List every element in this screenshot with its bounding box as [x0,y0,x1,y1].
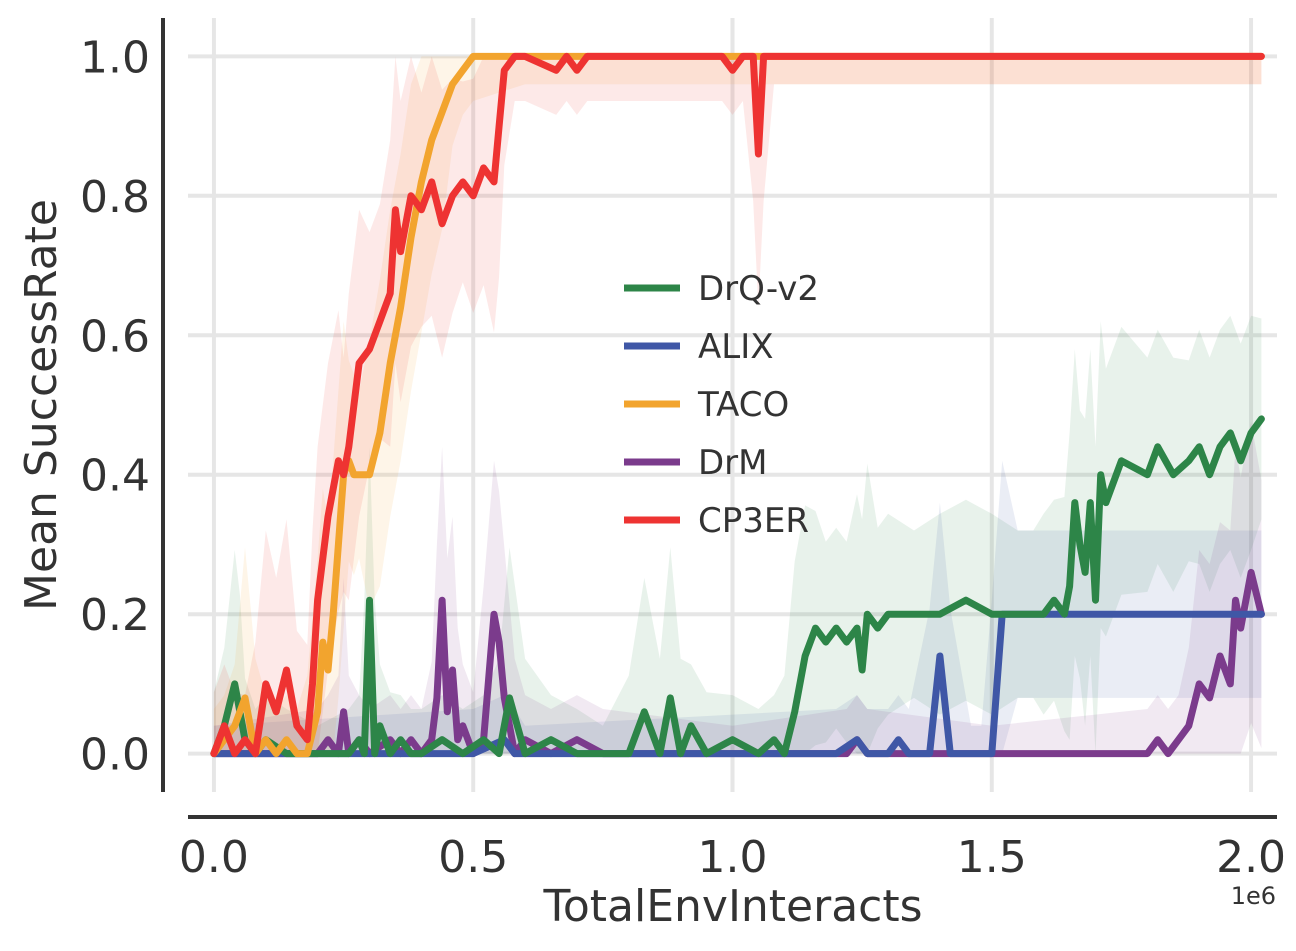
y-tick-label: 0.0 [80,730,150,781]
x-tick-labels: 0.0 0.5 1.0 1.5 2.0 [179,832,1286,883]
series-lines [210,52,1265,758]
legend-label: DrQ-v2 [698,269,819,309]
x-tick-label: 0.5 [438,832,508,883]
y-tick-label: 1.0 [80,32,150,83]
y-tick-label: 0.6 [80,311,150,362]
legend-label: ALIX [698,327,774,367]
y-tick-label: 0.2 [80,590,150,641]
x-axis-label: TotalEnvInteracts [542,881,922,932]
x-tick-label: 2.0 [1216,832,1286,883]
legend-label: CP3ER [698,501,809,541]
series-line-drq-v2 [210,415,1265,758]
legend-label: TACO [697,385,789,425]
x-tick-label: 0.0 [179,832,249,883]
legend: DrQ-v2 ALIX TACO DrM CP3ER [624,269,819,541]
x-tick-label: 1.5 [957,832,1027,883]
y-tick-label: 0.4 [80,451,150,502]
series-line-cp3er [210,52,1265,758]
legend-label: DrM [698,443,768,483]
confidence-band-drm [213,421,1262,754]
y-tick-label: 0.8 [80,172,150,223]
y-axis-label: Mean SuccessRate [16,199,67,611]
x-axis-exponent-label: 1e6 [1231,882,1276,910]
x-tick-label: 1.0 [698,832,768,883]
y-tick-labels: 0.0 0.2 0.4 0.6 0.8 1.0 [80,32,150,780]
confidence-band-cp3er [213,56,1262,754]
